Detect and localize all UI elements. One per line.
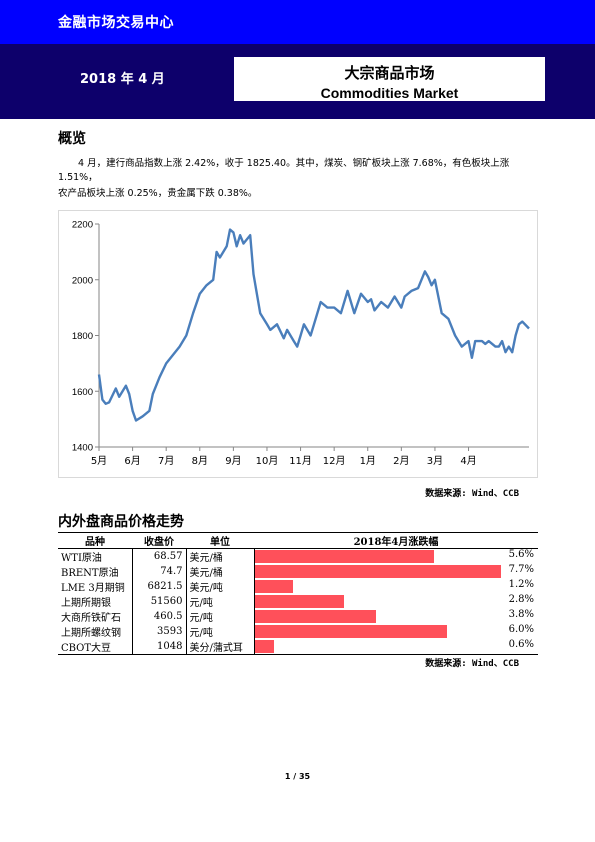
commodity-name: WTI原油 [58, 548, 133, 564]
table-row: 大商所铁矿石 460.5 元/吨 3.8% [58, 609, 538, 624]
change-cell: 3.8% [254, 609, 538, 624]
change-label: 1.2% [508, 579, 534, 590]
price-unit: 元/吨 [186, 609, 255, 624]
header-name: 品种 [58, 532, 132, 549]
price-unit: 美元/桶 [186, 548, 255, 564]
page-title-en: Commodities Market [320, 85, 459, 101]
close-price: 460.5 [132, 609, 187, 624]
x-tick-label: 4月 [460, 455, 476, 467]
y-tick-label: 2000 [72, 275, 93, 286]
close-price: 6821.5 [132, 579, 187, 594]
change-cell: 5.6% [254, 549, 538, 565]
chart-source: 数据来源: Wind、CCB [425, 489, 519, 499]
header-unit: 单位 [186, 532, 254, 549]
close-price: 3593 [132, 624, 187, 639]
price-unit: 美元/桶 [186, 564, 255, 579]
y-tick-label: 1800 [72, 331, 93, 342]
change-cell: 7.7% [254, 564, 538, 579]
commodity-name: LME 3月期铜 [58, 579, 133, 594]
table-row: LME 3月期铜 6821.5 美元/吨 1.2% [58, 579, 538, 594]
table-row: WTI原油 68.57 美元/桶 5.6% [58, 548, 538, 565]
close-price: 51560 [132, 594, 187, 609]
change-bar [254, 625, 447, 638]
change-bar [254, 565, 502, 578]
x-tick-label: 5月 [91, 455, 107, 467]
change-cell: 0.6% [254, 639, 538, 655]
overview-heading: 概览 [58, 131, 86, 147]
y-tick-label: 1400 [72, 443, 93, 454]
change-bar [254, 610, 377, 623]
x-tick-label: 9月 [225, 455, 241, 467]
page-title-cn: 大宗商品市场 [344, 64, 435, 82]
index-series-line [97, 228, 530, 422]
index-chart-frame: 1400 1600 1800 2000 2200 5月 6月 7月 8月 9月 10月 11月 12月 1… [58, 210, 538, 478]
index-line-chart: 1400 1600 1800 2000 2200 5月 6月 7月 8月 9月 10月 11月 12月 1… [72, 220, 530, 467]
x-tick-label: 6月 [124, 455, 140, 467]
x-tick-label: 8月 [192, 455, 208, 467]
top-bar: 金融市场交易中心 [0, 0, 595, 44]
price-table: 品种 收盘价 单位 2018年4月涨跌幅 WTI原油 68.57 美元/桶 5.6% B… [58, 532, 538, 655]
price-unit: 美分/蒲式耳 [186, 639, 255, 655]
table-row: CBOT大豆 1048 美分/蒲式耳 0.6% [58, 639, 538, 655]
table-row: 上期所期银 51560 元/吨 2.8% [58, 594, 538, 609]
change-label: 2.8% [508, 594, 534, 605]
change-cell: 1.2% [254, 579, 538, 594]
commodity-name: 上期所螺纹钢 [58, 624, 133, 639]
change-bar [254, 595, 345, 608]
commodity-name: 上期所期银 [58, 594, 133, 609]
change-bar [254, 640, 274, 653]
x-tick-label: 3月 [427, 455, 443, 467]
change-cell: 6.0% [254, 624, 538, 639]
change-label: 3.8% [508, 609, 534, 620]
page-number: 1 / 35 [284, 772, 311, 781]
change-label: 0.6% [508, 639, 534, 650]
change-label: 5.6% [508, 549, 534, 560]
header-close: 收盘价 [132, 532, 186, 549]
price-unit: 美元/吨 [186, 579, 255, 594]
brand-name: 金融市场交易中心 [58, 15, 174, 31]
table-heading: 内外盘商品价格走势 [58, 514, 184, 530]
x-tick-label: 10月 [256, 455, 279, 467]
header-change: 2018年4月涨跌幅 [254, 532, 538, 549]
close-price: 1048 [132, 639, 187, 655]
x-tick-label: 7月 [158, 455, 174, 467]
change-bar [254, 580, 293, 593]
change-cell: 2.8% [254, 594, 538, 609]
table-row: BRENT原油 74.7 美元/桶 7.7% [58, 564, 538, 579]
x-tick-label: 12月 [323, 455, 346, 467]
x-tick-label: 2月 [393, 455, 409, 467]
overview-line-2: 农产品板块上涨 0.25%，贵金属下跌 0.38%。 [58, 188, 258, 199]
close-price: 68.57 [132, 548, 187, 564]
x-tick-label: 11月 [289, 455, 312, 467]
y-tick-label: 1600 [72, 387, 93, 398]
change-bar [254, 550, 434, 563]
change-label: 6.0% [508, 624, 534, 635]
table-source: 数据来源: Wind、CCB [425, 659, 519, 669]
report-date: 2018 年 4 月 [80, 72, 165, 87]
table-header-row: 品种 收盘价 单位 2018年4月涨跌幅 [58, 532, 538, 549]
price-unit: 元/吨 [186, 594, 255, 609]
change-label: 7.7% [508, 564, 534, 575]
price-unit: 元/吨 [186, 624, 255, 639]
commodity-name: BRENT原油 [58, 564, 133, 579]
title-box: 大宗商品市场 Commodities Market [234, 57, 545, 101]
table-row: 上期所螺纹钢 3593 元/吨 6.0% [58, 624, 538, 639]
x-tick-label: 1月 [360, 455, 376, 467]
commodity-name: CBOT大豆 [58, 639, 133, 655]
commodity-name: 大商所铁矿石 [58, 609, 133, 624]
overview-line-1: 4 月，建行商品指数上涨 2.42%，收于 1825.40。其中，煤炭、钢矿板块… [58, 158, 510, 183]
y-tick-label: 2200 [72, 220, 93, 231]
close-price: 74.7 [132, 564, 187, 579]
